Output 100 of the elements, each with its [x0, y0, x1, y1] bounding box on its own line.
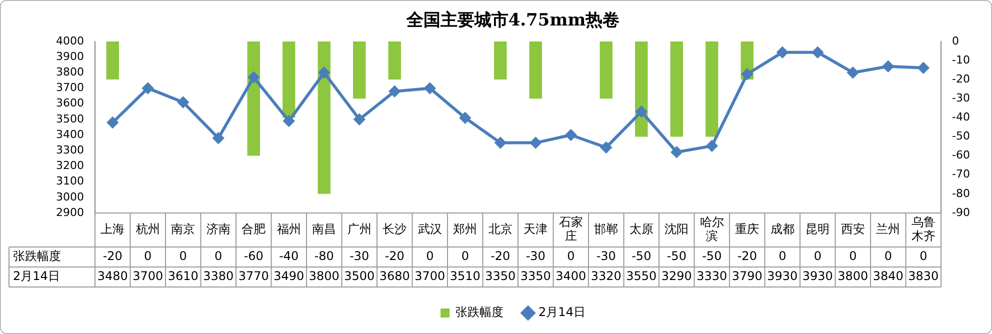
- data-label: -20: [384, 249, 404, 264]
- y2-tick-label: -30: [952, 91, 970, 104]
- y-tick-label: 4000: [56, 34, 84, 48]
- x-tick-label: 哈尔滨: [700, 215, 724, 244]
- data-label: -20: [737, 249, 757, 264]
- data-label: 3500: [344, 269, 375, 284]
- y2-tick-label: -50: [952, 130, 970, 143]
- y2-tick-label: -70: [952, 168, 970, 181]
- data-label: 0: [884, 249, 892, 264]
- x-tick-label: 上海: [100, 222, 125, 236]
- data-label: -30: [526, 249, 546, 264]
- data-label: 3680: [379, 269, 410, 284]
- data-label: -30: [596, 249, 616, 264]
- data-label: -50: [632, 249, 652, 264]
- data-label: 0: [567, 249, 575, 264]
- y2-tick-label: -60: [952, 148, 970, 162]
- data-label: 3840: [872, 269, 904, 284]
- point: [107, 117, 118, 128]
- data-label: 0: [179, 249, 187, 264]
- data-label: 3800: [308, 269, 340, 284]
- point: [882, 60, 894, 72]
- data-label: -20: [102, 249, 122, 264]
- point: [742, 68, 753, 80]
- y-tick-label: 3600: [56, 96, 84, 110]
- point: [918, 62, 929, 74]
- point: [318, 67, 330, 78]
- x-tick-label: 昆明: [806, 222, 830, 236]
- data-label: -50: [702, 249, 722, 264]
- point: [494, 137, 506, 148]
- data-label: 3480: [97, 269, 128, 284]
- point: [248, 72, 260, 83]
- y2-tick-label: 0: [952, 34, 960, 48]
- point: [212, 132, 224, 144]
- y-tick-label: 3100: [56, 174, 84, 188]
- x-tick-label: 合肥: [242, 222, 266, 236]
- point: [600, 142, 612, 153]
- point: [636, 106, 647, 118]
- y-tick-label: 3300: [56, 143, 84, 156]
- x-tick-label: 杭州: [134, 222, 160, 236]
- x-tick-label: 广州: [347, 222, 372, 236]
- x-tick-label: 福州: [276, 222, 301, 236]
- y-tick-label: 3800: [56, 65, 84, 78]
- data-label: 3350: [520, 269, 551, 284]
- data-label: 3830: [908, 269, 939, 284]
- legend-label: 2月14日: [538, 305, 586, 320]
- y2-tick-label: -80: [952, 186, 970, 200]
- x-tick-label: 沈阳: [664, 222, 689, 236]
- x-tick-label: 武汉: [418, 222, 442, 236]
- data-label: 3550: [626, 269, 657, 284]
- x-tick-label: 西安: [840, 222, 865, 236]
- point: [847, 67, 858, 78]
- x-tick-label: 乌鲁木齐: [911, 215, 936, 244]
- x-tick-label: 北京: [488, 222, 512, 236]
- data-label: 3800: [838, 269, 868, 284]
- data-label: -20: [490, 249, 510, 264]
- y2-tick-label: -10: [952, 53, 970, 66]
- point: [460, 112, 471, 124]
- point: [776, 46, 788, 58]
- data-label: 3510: [450, 269, 480, 284]
- data-label: 3400: [556, 269, 586, 284]
- legend-label: 张跌幅度: [456, 305, 504, 320]
- point: [565, 130, 576, 140]
- data-label: 3320: [590, 269, 622, 284]
- x-tick-label: 济南: [206, 222, 230, 236]
- data-label: 0: [144, 249, 152, 264]
- data-label: 3490: [274, 269, 304, 284]
- data-label: 3930: [802, 269, 833, 284]
- data-label: 3290: [661, 269, 692, 284]
- data-label: 0: [214, 249, 222, 264]
- x-tick-label: 成都: [770, 222, 794, 236]
- x-tick-label: 天津: [524, 222, 548, 236]
- data-label: 3380: [203, 269, 234, 284]
- data-label: -60: [244, 249, 264, 264]
- data-label: 3610: [168, 269, 198, 284]
- y-tick-label: 3700: [56, 81, 84, 94]
- chart-title: 全国主要城市4.75mm热卷: [405, 10, 620, 31]
- y-tick-label: 3000: [56, 190, 84, 204]
- data-label: -30: [350, 249, 370, 264]
- point: [424, 82, 436, 94]
- point: [706, 140, 718, 152]
- x-tick-label: 重庆: [735, 222, 760, 236]
- data-label: -50: [666, 249, 686, 264]
- data-label: 0: [778, 249, 786, 264]
- data-label: 0: [461, 249, 469, 264]
- data-label: 3700: [132, 269, 164, 284]
- data-label: 3350: [485, 269, 516, 284]
- x-tick-label: 太原: [629, 222, 654, 236]
- point: [389, 86, 400, 97]
- y-tick-label: 3400: [56, 128, 84, 141]
- y2-tick-label: -20: [952, 72, 970, 86]
- y2-tick-label: -40: [952, 110, 970, 124]
- x-tick-label: 郑州: [453, 222, 478, 236]
- x-tick-label: 长沙: [382, 222, 407, 236]
- data-label: -80: [314, 249, 334, 264]
- point: [142, 82, 154, 94]
- y-tick-label: 3200: [56, 159, 84, 172]
- x-tick-label: 兰州: [876, 222, 900, 236]
- point: [283, 115, 294, 126]
- point: [530, 137, 542, 148]
- data-label: 0: [814, 249, 822, 264]
